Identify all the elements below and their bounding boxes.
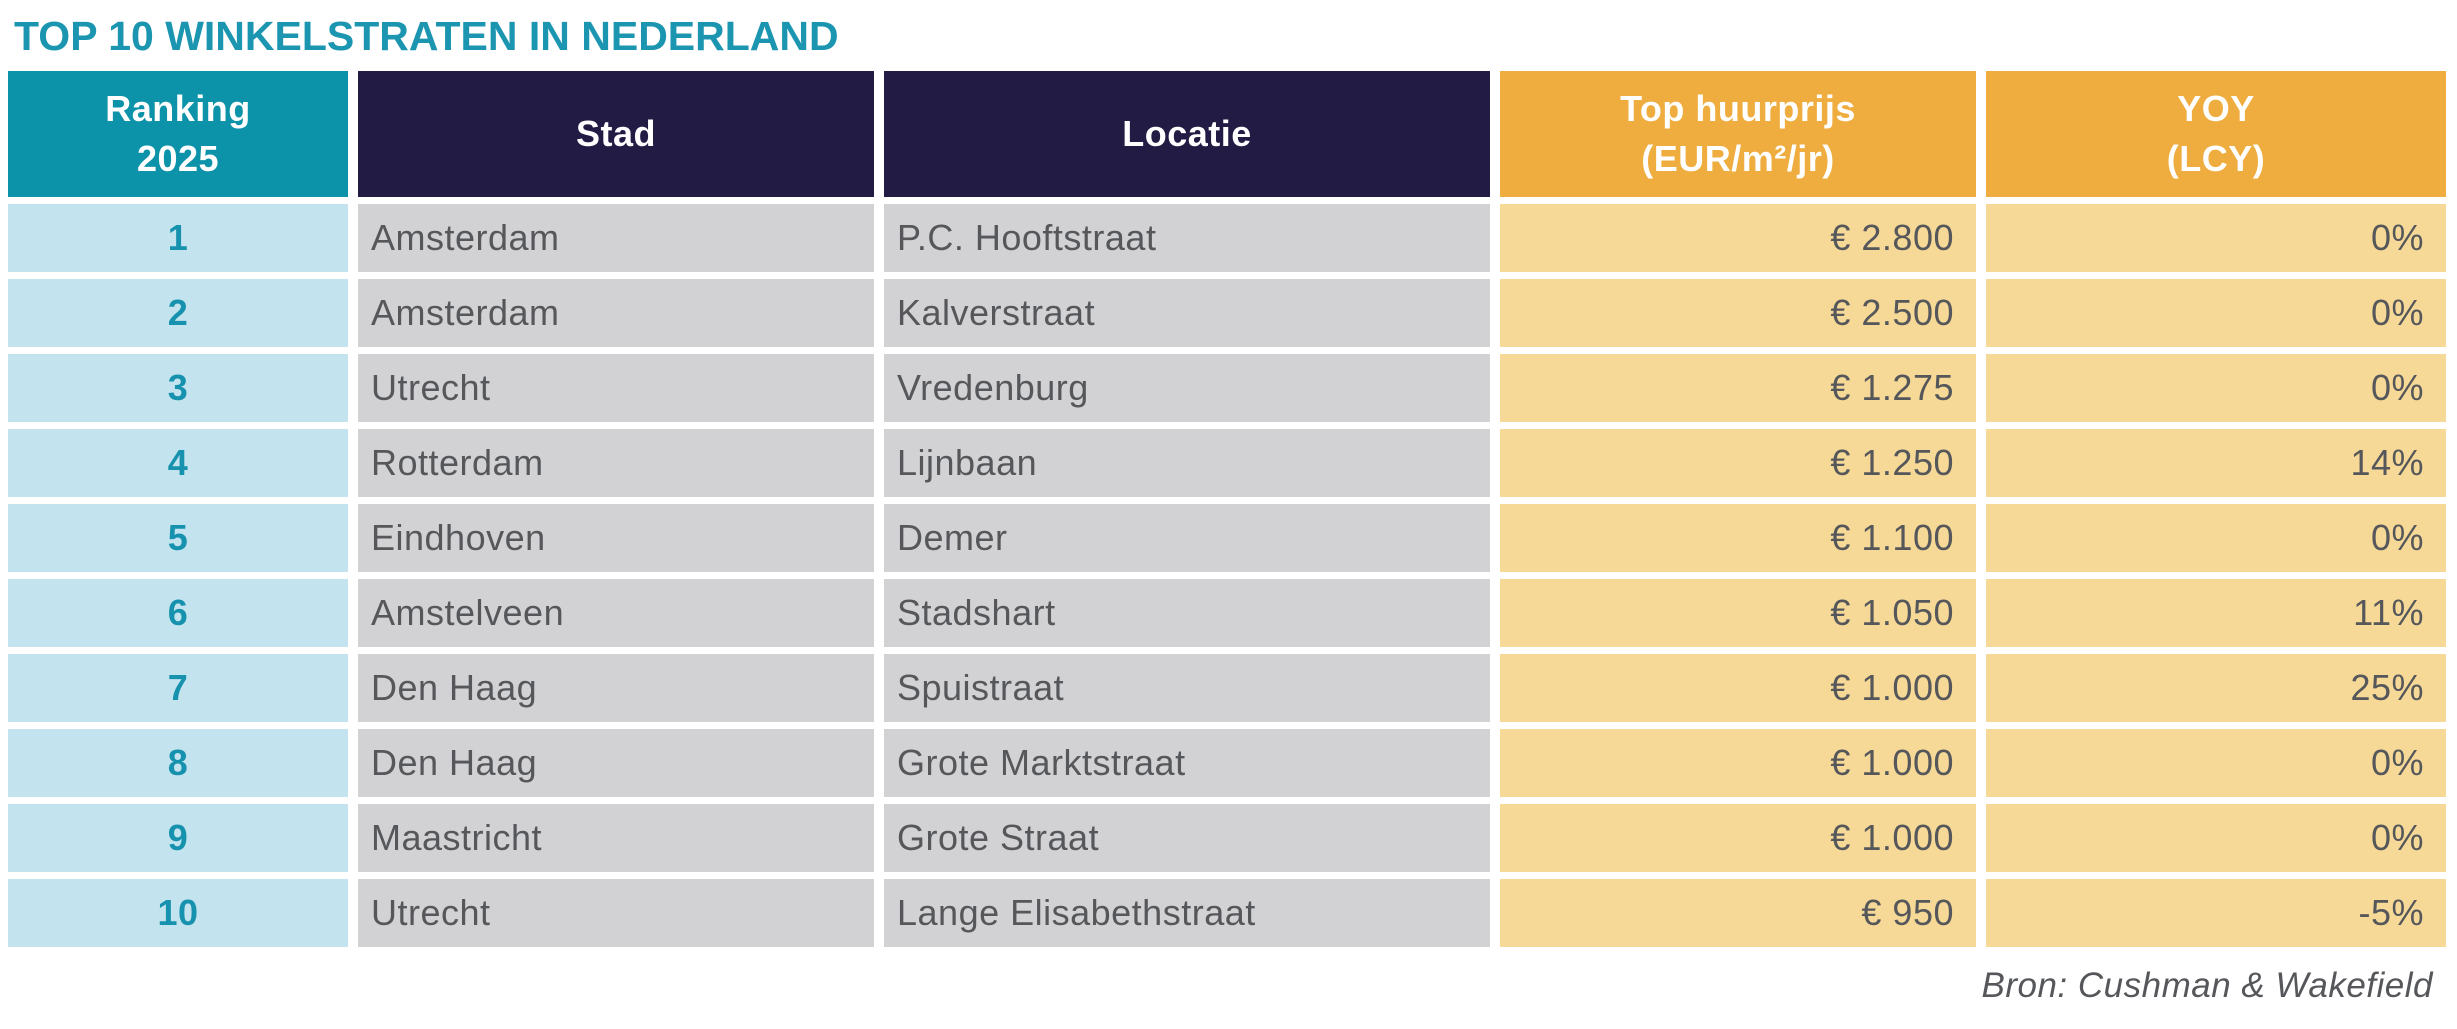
city-cell: Amsterdam [358, 279, 874, 348]
header-stad: Stad [358, 71, 874, 198]
rent-cell: € 1.275 [1500, 354, 1976, 423]
header-row: Ranking 2025 Stad Locatie Top huurprijs … [8, 71, 2446, 198]
header-locatie-label: Locatie [1122, 113, 1252, 155]
yoy-cell: 0% [1986, 729, 2446, 798]
city-cell: Amstelveen [358, 579, 874, 648]
yoy-cell: -5% [1986, 879, 2446, 948]
yoy-cell: 25% [1986, 654, 2446, 723]
yoy-cell: 0% [1986, 279, 2446, 348]
rent-cell: € 1.100 [1500, 504, 1976, 573]
yoy-cell: 0% [1986, 354, 2446, 423]
table-row: 8 Den Haag Grote Marktstraat € 1.000 0% [8, 729, 2446, 798]
city-cell: Den Haag [358, 729, 874, 798]
header-yoy: YOY (LCY) [1986, 71, 2446, 198]
page-title: TOP 10 WINKELSTRATEN IN NEDERLAND [14, 13, 839, 59]
table-row: 1 Amsterdam P.C. Hooftstraat € 2.800 0% [8, 204, 2446, 273]
yoy-cell: 11% [1986, 579, 2446, 648]
city-cell: Rotterdam [358, 429, 874, 498]
header-locatie: Locatie [884, 71, 1490, 198]
rank-cell: 4 [8, 429, 348, 498]
rent-cell: € 1.250 [1500, 429, 1976, 498]
yoy-cell: 0% [1986, 504, 2446, 573]
rent-cell: € 1.000 [1500, 804, 1976, 873]
header-ranking: Ranking 2025 [8, 71, 348, 198]
header-yoy-line2: (LCY) [2166, 138, 2266, 180]
header-huurprijs-line2: (EUR/m²/jr) [1641, 138, 1835, 180]
rent-cell: € 1.000 [1500, 729, 1976, 798]
source-note: Bron: Cushman & Wakefield [1981, 966, 2433, 1006]
header-huurprijs-line1: Top huurprijs [1620, 88, 1856, 130]
table-row: 2 Amsterdam Kalverstraat € 2.500 0% [8, 279, 2446, 348]
yoy-cell: 0% [1986, 204, 2446, 273]
location-cell: Vredenburg [884, 354, 1490, 423]
location-cell: Kalverstraat [884, 279, 1490, 348]
header-yoy-line1: YOY [2177, 88, 2255, 130]
location-cell: Spuistraat [884, 654, 1490, 723]
yoy-cell: 0% [1986, 804, 2446, 873]
table-row: 6 Amstelveen Stadshart € 1.050 11% [8, 579, 2446, 648]
rank-cell: 8 [8, 729, 348, 798]
rent-cell: € 1.050 [1500, 579, 1976, 648]
city-cell: Utrecht [358, 354, 874, 423]
city-cell: Amsterdam [358, 204, 874, 273]
rent-cell: € 1.000 [1500, 654, 1976, 723]
header-ranking-line2: 2025 [136, 138, 220, 180]
location-cell: Lange Elisabethstraat [884, 879, 1490, 948]
header-stad-label: Stad [575, 113, 656, 155]
rank-cell: 10 [8, 879, 348, 948]
rent-cell: € 950 [1500, 879, 1976, 948]
city-cell: Utrecht [358, 879, 874, 948]
rank-cell: 7 [8, 654, 348, 723]
header-ranking-line1: Ranking [105, 88, 251, 130]
location-cell: Lijnbaan [884, 429, 1490, 498]
rank-cell: 6 [8, 579, 348, 648]
rank-cell: 3 [8, 354, 348, 423]
location-cell: Demer [884, 504, 1490, 573]
rank-cell: 2 [8, 279, 348, 348]
rent-cell: € 2.800 [1500, 204, 1976, 273]
city-cell: Maastricht [358, 804, 874, 873]
location-cell: P.C. Hooftstraat [884, 204, 1490, 273]
rent-cell: € 2.500 [1500, 279, 1976, 348]
table-row: 3 Utrecht Vredenburg € 1.275 0% [8, 354, 2446, 423]
table-row: 4 Rotterdam Lijnbaan € 1.250 14% [8, 429, 2446, 498]
yoy-cell: 14% [1986, 429, 2446, 498]
winkelstraten-table: Ranking 2025 Stad Locatie Top huurprijs … [0, 64, 2456, 954]
rank-cell: 1 [8, 204, 348, 273]
table-row: 9 Maastricht Grote Straat € 1.000 0% [8, 804, 2446, 873]
location-cell: Grote Straat [884, 804, 1490, 873]
location-cell: Stadshart [884, 579, 1490, 648]
city-cell: Eindhoven [358, 504, 874, 573]
rank-cell: 9 [8, 804, 348, 873]
header-huurprijs: Top huurprijs (EUR/m²/jr) [1500, 71, 1976, 198]
table-row: 7 Den Haag Spuistraat € 1.000 25% [8, 654, 2446, 723]
city-cell: Den Haag [358, 654, 874, 723]
rank-cell: 5 [8, 504, 348, 573]
location-cell: Grote Marktstraat [884, 729, 1490, 798]
table-row: 10 Utrecht Lange Elisabethstraat € 950 -… [8, 879, 2446, 948]
table-row: 5 Eindhoven Demer € 1.100 0% [8, 504, 2446, 573]
